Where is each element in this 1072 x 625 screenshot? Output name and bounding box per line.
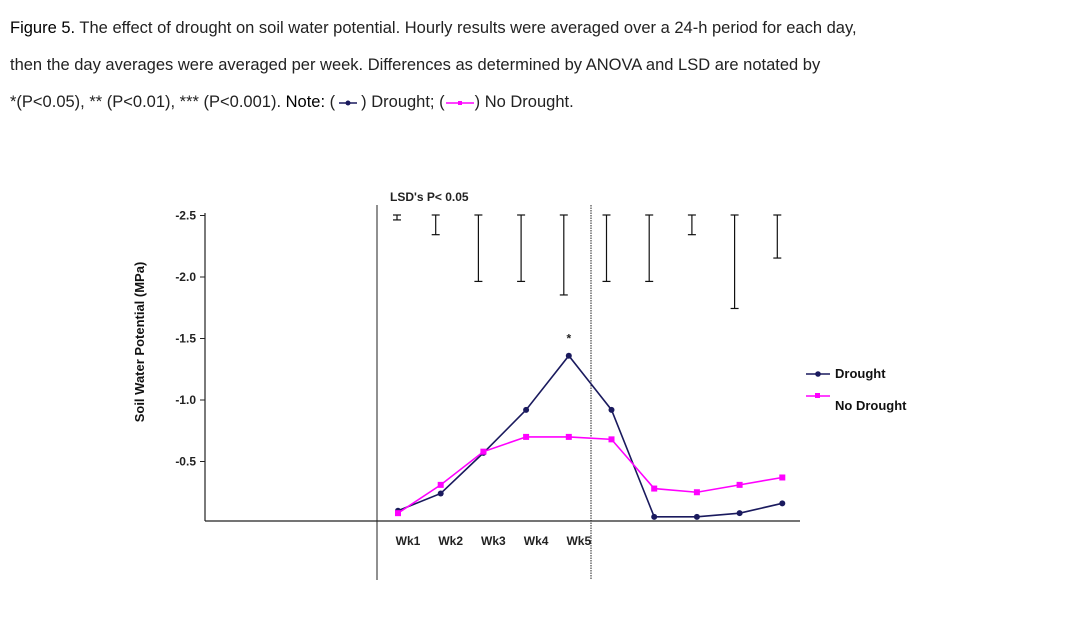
drought-point: [523, 406, 530, 413]
drought-point: [608, 406, 615, 413]
legend-drought-marker: [815, 371, 821, 377]
legend-drought-label: Drought: [835, 366, 886, 381]
x-tick-label: Wk1: [396, 534, 421, 548]
x-tick-label: Wk3: [481, 534, 506, 548]
no-drought-point: [523, 433, 530, 440]
drought-point: [565, 352, 572, 359]
caption-significance: *(P<0.05), ** (P<0.01), *** (P<0.001).: [10, 93, 282, 111]
y-tick-label: -0.5: [175, 455, 196, 469]
no-drought-point: [565, 433, 572, 440]
note-no-drought: ) No Drought.: [474, 93, 574, 111]
paren: (: [329, 93, 336, 111]
y-tick-label: -1.5: [175, 332, 196, 346]
lsd-error-bar: [645, 214, 654, 283]
drought-point: [651, 513, 658, 520]
x-tick-label: Wk4: [524, 534, 549, 548]
drought-point: [693, 513, 700, 520]
lsd-label: LSD's P< 0.05: [390, 190, 469, 204]
drought-point: [736, 510, 743, 517]
paren: (: [439, 93, 445, 111]
no-drought-legend-icon: [445, 100, 474, 105]
lsd-error-bar: [517, 214, 526, 283]
legend: Drought No Drought: [806, 366, 907, 413]
lsd-error-bar: [687, 214, 696, 236]
no-drought-point: [480, 448, 487, 455]
lsd-error-bar: [602, 214, 611, 283]
series-line-drought: [397, 354, 783, 518]
note-label: Note:: [285, 93, 326, 111]
y-tick-label: -1.0: [175, 393, 196, 407]
no-drought-point: [395, 510, 401, 517]
caption-line-2: then the day averages were averaged per …: [10, 56, 821, 74]
series-line-no-drought: [397, 436, 783, 514]
lsd-error-bar: [431, 214, 440, 236]
lsd-error-bar: [730, 214, 739, 310]
no-drought-point: [779, 474, 786, 481]
legend-no-drought-label: No Drought: [835, 398, 907, 413]
lsd-error-bar: [474, 214, 483, 283]
x-tick-label: Wk5: [566, 534, 591, 548]
lsd-error-bar: [773, 214, 782, 259]
no-drought-point: [693, 489, 700, 496]
caption-line-1: The effect of drought on soil water pote…: [79, 19, 857, 37]
y-tick-label: -2.0: [175, 270, 196, 284]
no-drought-point: [437, 481, 444, 488]
drought-point: [779, 500, 786, 507]
no-drought-point: [736, 481, 743, 488]
note-drought: ) Drought;: [361, 93, 435, 111]
figure-label: Figure 5.: [10, 19, 76, 37]
significance-annotation: *: [566, 332, 571, 346]
no-drought-point: [608, 436, 615, 443]
lsd-error-bar: [393, 214, 401, 221]
drought-legend-icon: [339, 100, 358, 106]
x-tick-label: Wk2: [438, 534, 463, 548]
no-drought-point: [651, 485, 658, 492]
legend-no-drought-marker: [815, 393, 820, 398]
y-tick-label: -2.5: [175, 209, 196, 223]
y-axis-title: Soil Water Potential (MPa): [132, 262, 147, 423]
figure-caption: Figure 5. The effect of drought on soil …: [10, 10, 1060, 121]
drought-point: [437, 490, 444, 497]
lsd-error-bar: [559, 214, 568, 296]
